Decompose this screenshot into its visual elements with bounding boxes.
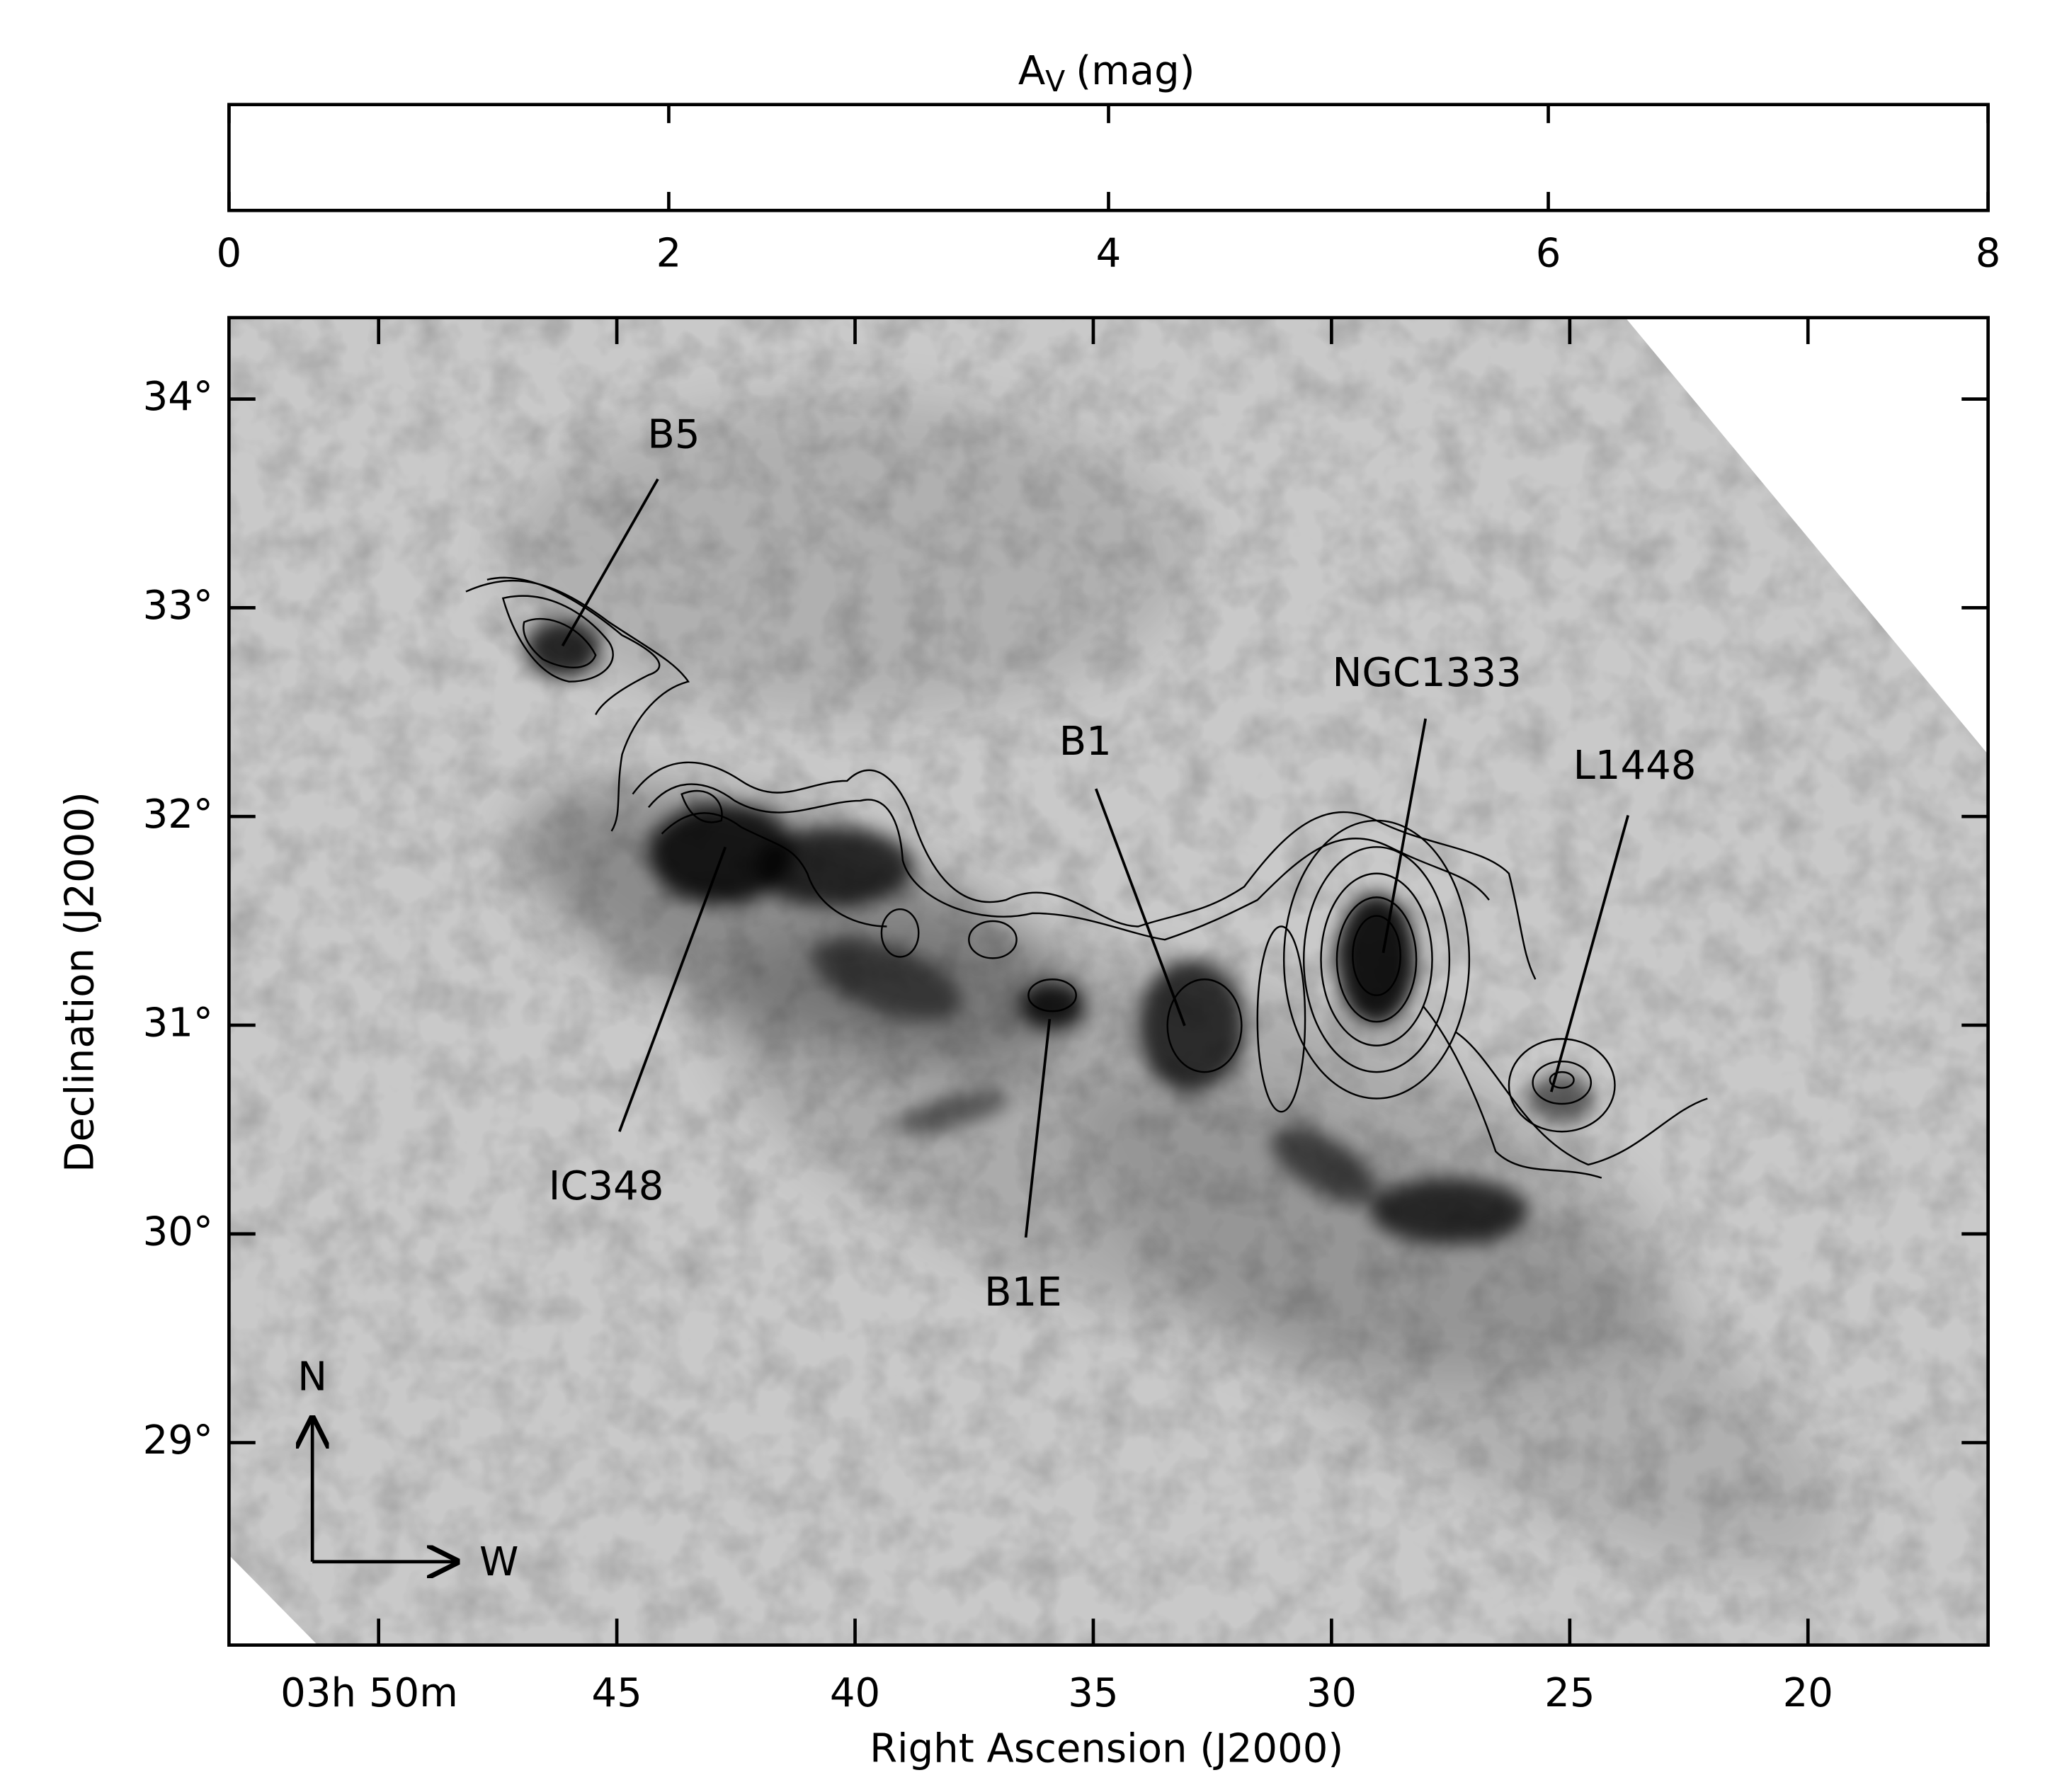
- colorbar-label-base: A: [1018, 47, 1045, 93]
- annotation-pointer: [1382, 718, 1428, 954]
- x-tick-label: 20: [1783, 1670, 1833, 1716]
- annotation: IC348: [549, 1163, 664, 1209]
- x-axis-label: Right Ascension (J2000): [870, 1726, 1343, 1772]
- plot-frame: [227, 316, 1990, 1647]
- annotation: B1: [1059, 719, 1112, 765]
- colorbar-tick-label: 6: [1536, 230, 1561, 276]
- x-tick-label: 30: [1306, 1670, 1357, 1716]
- colorbar-tick-label: 4: [1096, 230, 1122, 276]
- annotation-pointer: [1024, 1019, 1052, 1238]
- y-axis-label: Declination (J2000): [57, 792, 103, 1172]
- x-tick-label: 40: [830, 1670, 880, 1716]
- annotation: B1E: [984, 1269, 1062, 1316]
- colorbar-tick-label: 0: [217, 230, 242, 276]
- compass-north: N: [297, 1354, 327, 1400]
- extinction-map: [229, 317, 1988, 1645]
- y-tick-label: 34°: [143, 374, 213, 420]
- x-tick-label: 25: [1544, 1670, 1595, 1716]
- x-tick-label: 35: [1068, 1670, 1118, 1716]
- annotation: L1448: [1573, 743, 1697, 789]
- contours: [465, 576, 1708, 1179]
- colorbar-label-unit: (mag): [1076, 47, 1195, 93]
- x-tick-label: 03h 50m: [280, 1670, 458, 1716]
- compass-west: W: [479, 1539, 518, 1585]
- y-tick-label: 29°: [143, 1417, 213, 1463]
- annotation-pointer: [618, 846, 727, 1132]
- annotation-pointer: [1549, 814, 1629, 1092]
- annotation-pointer: [1094, 788, 1186, 1027]
- colorbar-tick-label: 8: [1976, 230, 2001, 276]
- colorbar-label: AV (mag): [1018, 47, 1195, 98]
- x-tick-label: 45: [591, 1670, 642, 1716]
- y-tick-label: 32°: [143, 792, 213, 838]
- annotation: NGC1333: [1332, 650, 1521, 696]
- y-tick-label: 33°: [143, 583, 213, 629]
- colorbar-label-sub: V: [1045, 64, 1065, 98]
- annotation: B5: [647, 411, 700, 457]
- y-tick-label: 31°: [143, 1000, 213, 1046]
- colorbar-tick-label: 2: [656, 230, 682, 276]
- y-tick-label: 30°: [143, 1209, 213, 1255]
- annotation-pointer: [561, 478, 659, 647]
